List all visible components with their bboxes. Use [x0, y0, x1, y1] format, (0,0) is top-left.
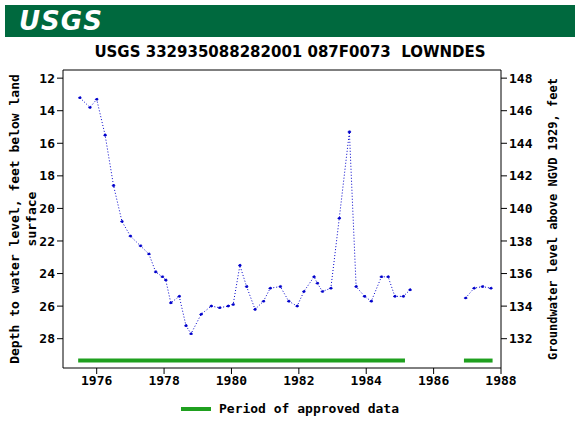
svg-text:24: 24 — [39, 266, 55, 281]
svg-text:144: 144 — [509, 136, 533, 151]
html-text:Groundwater level above NGVD 1: Groundwater level above NGVD 1929, feet — [546, 78, 560, 360]
svg-text:1978: 1978 — [148, 373, 179, 388]
svg-text:16: 16 — [39, 136, 55, 151]
svg-text:146: 146 — [509, 103, 533, 118]
svg-text:148: 148 — [509, 71, 533, 86]
svg-text:134: 134 — [509, 299, 533, 314]
svg-text:18: 18 — [39, 168, 55, 183]
svg-text:26: 26 — [39, 299, 55, 314]
svg-text:1976: 1976 — [81, 373, 112, 388]
svg-text:1988: 1988 — [485, 373, 516, 388]
svg-text:28: 28 — [39, 331, 55, 346]
svg-text:1984: 1984 — [351, 373, 382, 388]
svg-text:14: 14 — [39, 103, 55, 118]
html-text:Period of approved data: Period of approved data — [219, 401, 399, 416]
svg-text:12: 12 — [39, 71, 55, 86]
svg-text:1986: 1986 — [418, 373, 449, 388]
html-text:USGS 332935088282001 087F0073: USGS 332935088282001 087F0073 LOWNDES — [94, 43, 486, 61]
svg-text:142: 142 — [509, 168, 532, 183]
svg-text:132: 132 — [509, 331, 532, 346]
html-text:USGS: USGS — [19, 6, 103, 36]
svg-text:1980: 1980 — [216, 373, 247, 388]
html-text:Depth to water level, feet bel: Depth to water level, feet below land su… — [7, 74, 39, 364]
svg-text:22: 22 — [39, 234, 55, 249]
svg-text:140: 140 — [509, 201, 533, 216]
svg-text:1982: 1982 — [283, 373, 314, 388]
svg-text:20: 20 — [39, 201, 55, 216]
svg-text:138: 138 — [509, 234, 533, 249]
svg-text:136: 136 — [509, 266, 533, 281]
